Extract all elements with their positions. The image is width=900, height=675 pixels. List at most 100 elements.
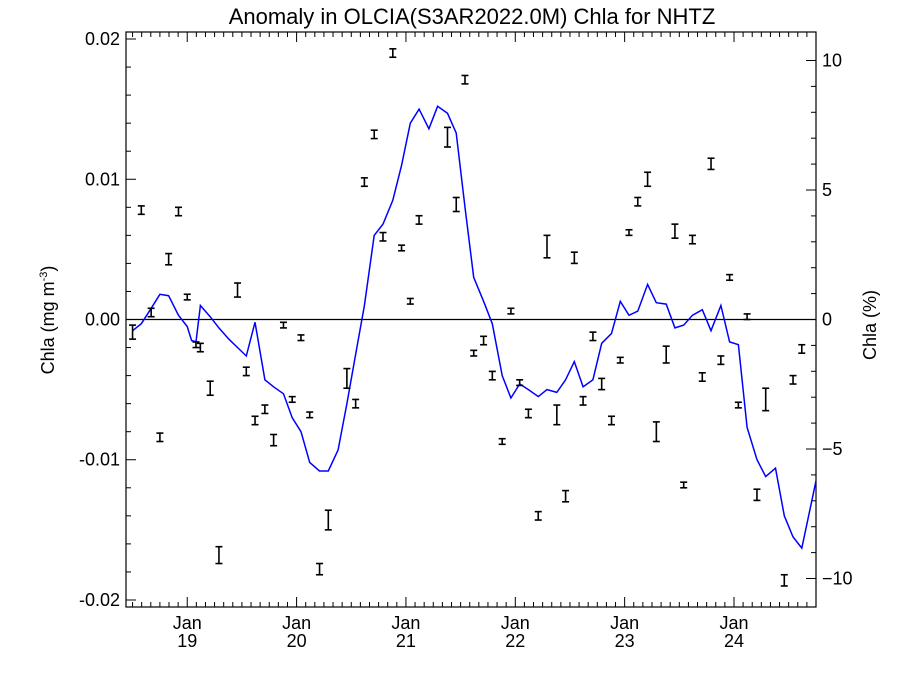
error-bar [579,395,587,406]
error-bar [562,489,570,503]
error-bar [261,404,269,415]
y-tick-label: 0.02 [85,29,120,49]
error-bar [129,324,137,340]
error-bar [406,297,414,305]
error-bar [147,307,155,318]
x-tick-label-month: Jan [610,613,639,633]
x-tick-label-year: 24 [724,631,744,651]
error-bar [215,545,223,565]
error-bar [137,205,145,216]
x-tick-label-month: Jan [173,613,202,633]
anomaly-line [132,105,817,550]
error-bar [688,234,696,245]
y2-tick-label: 5 [822,180,832,200]
error-bar [608,415,616,426]
error-bar [625,228,633,237]
error-bar [470,349,478,357]
y2-tick-label: 0 [822,310,832,330]
error-bar [707,157,715,171]
error-bar [498,437,506,446]
error-bar [680,481,688,489]
error-bar [743,313,751,321]
error-bar [242,366,250,377]
error-bar [192,341,200,349]
error-bar [662,345,670,364]
error-bar [206,380,214,397]
x-tick-label-month: Jan [719,613,748,633]
error-bar [553,404,561,426]
chart-title: Anomaly in OLCIA(S3AR2022.0M) Chla for N… [229,4,716,29]
error-bar [165,252,173,266]
y2-tick-label: −10 [822,569,853,589]
error-bar [534,510,542,521]
error-bar [398,244,406,252]
y-axis-title-exponent: -3 [38,272,50,282]
x-tick-label-month: Jan [391,613,420,633]
error-bar [516,379,524,387]
error-bar [270,433,278,447]
x-tick-label-month: Jan [501,613,530,633]
error-bars [129,48,806,587]
error-bar [196,342,204,353]
error-bar [343,367,351,390]
x-tick-label-year: 23 [615,631,635,651]
error-bar [734,401,742,409]
x-tick-label-year: 22 [505,631,525,651]
error-bar [543,234,551,259]
error-bar [251,415,259,426]
error-bar [652,421,660,443]
error-bar [524,408,532,419]
x-tick-label-year: 21 [396,631,416,651]
error-bar [726,273,734,282]
error-bar [288,395,296,404]
error-bar [671,223,679,239]
error-bar [634,196,642,207]
error-bar [279,321,287,329]
error-bar [156,432,164,443]
error-bar [762,387,770,412]
error-bar [389,48,397,59]
error-bar [616,356,624,364]
error-bar [297,334,305,342]
error-bar [379,231,387,242]
y2-tick-label: −5 [822,439,843,459]
y2-axis-title: Chla (%) [860,290,880,360]
y-axis-title: Chla (mg m-3) [38,266,58,375]
error-bar [507,307,515,315]
y-axis-title-main: Chla (mg m [38,281,58,374]
error-bar [183,293,191,301]
error-bar [415,214,423,225]
error-bar [306,411,314,419]
error-bar [316,562,324,576]
error-bar [644,171,652,188]
error-bar [174,206,182,217]
error-bar [352,398,360,409]
error-bar [798,343,806,354]
error-bar [589,331,597,342]
x-tick-label-year: 20 [287,631,307,651]
error-bar [234,282,242,298]
x-tick-label-month: Jan [282,613,311,633]
y-axis-title-close: ) [38,266,58,272]
error-bar [780,573,788,587]
y-tick-label: -0.01 [79,450,120,470]
error-bar [452,196,460,213]
error-bar [598,377,606,391]
error-bar [443,126,451,148]
error-bar [480,335,488,346]
y-tick-label: 0.00 [85,310,120,330]
error-bar [753,488,761,502]
error-bar [698,371,706,383]
error-bar [360,177,368,188]
error-bar [789,374,797,385]
y-tick-label: 0.01 [85,169,120,189]
error-bar [570,251,578,265]
error-bar [370,129,378,140]
y-tick-label: -0.02 [79,590,120,610]
error-bar [717,355,725,366]
x-tick-label-year: 19 [177,631,197,651]
y2-tick-label: 10 [822,50,842,70]
error-bar [461,74,469,85]
error-bar [324,509,332,531]
